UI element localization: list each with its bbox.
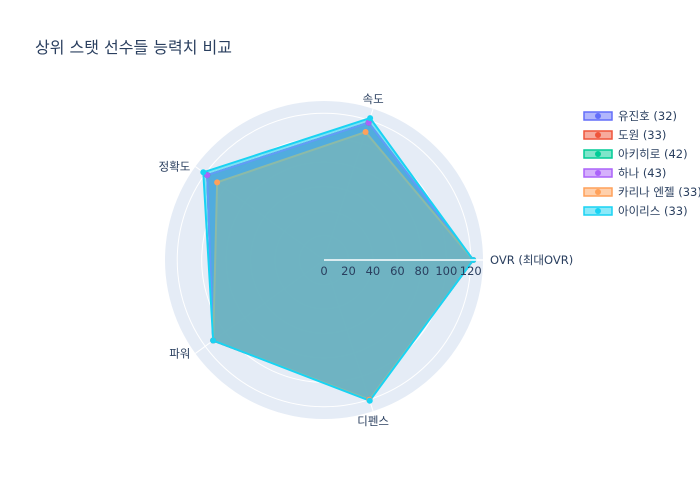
- legend-item[interactable]: 아이리스 (33): [583, 201, 700, 220]
- radial-tick-label: 60: [390, 264, 405, 278]
- legend-label: 카리나 엔젤 (33): [618, 184, 700, 199]
- data-point: [365, 119, 372, 126]
- chart-title: 상위 스탯 선수들 능력치 비교: [35, 38, 232, 57]
- legend-swatch: [583, 186, 613, 197]
- legend-item[interactable]: 도원 (33): [583, 125, 700, 144]
- legend-label: 아키히로 (42): [618, 146, 688, 161]
- legend-label: 하나 (43): [618, 165, 667, 180]
- legend-swatch: [583, 110, 613, 121]
- legend-swatch: [583, 167, 613, 178]
- radial-tick-label: 120: [460, 264, 482, 278]
- legend-item[interactable]: 아키히로 (42): [583, 144, 700, 163]
- legend-swatch: [583, 129, 613, 140]
- legend-label: 도원 (33): [618, 127, 667, 142]
- data-point: [366, 397, 373, 404]
- data-point: [367, 115, 374, 122]
- legend-item[interactable]: 하나 (43): [583, 163, 700, 182]
- legend-label: 유진호 (32): [618, 108, 678, 123]
- legend-label: 아이리스 (33): [618, 203, 688, 218]
- data-point: [214, 179, 221, 186]
- angular-axis-label: 속도: [363, 92, 384, 106]
- legend: 유진호 (32) 도원 (33) 아키히로 (42) 하나 (43) 카리나 엔젤 (3…: [583, 106, 700, 220]
- data-point: [210, 337, 217, 344]
- legend-item[interactable]: 카리나 엔젤 (33): [583, 182, 700, 201]
- data-point: [362, 129, 369, 136]
- radial-tick-label: 100: [435, 264, 457, 278]
- legend-item[interactable]: 유진호 (32): [583, 106, 700, 125]
- angular-axis-label: 정확도: [159, 160, 191, 174]
- legend-swatch: [583, 205, 613, 216]
- data-point: [200, 169, 207, 176]
- legend-swatch: [583, 148, 613, 159]
- radial-tick-label: 40: [366, 264, 381, 278]
- radial-tick-label: 80: [415, 264, 430, 278]
- radial-tick-label: 20: [341, 264, 356, 278]
- angular-axis-label: 디펜스: [357, 414, 389, 428]
- angular-axis-label: 파워: [169, 346, 190, 360]
- radial-tick-label: 0: [320, 264, 327, 278]
- angular-axis-label: OVR (최대OVR): [490, 253, 573, 267]
